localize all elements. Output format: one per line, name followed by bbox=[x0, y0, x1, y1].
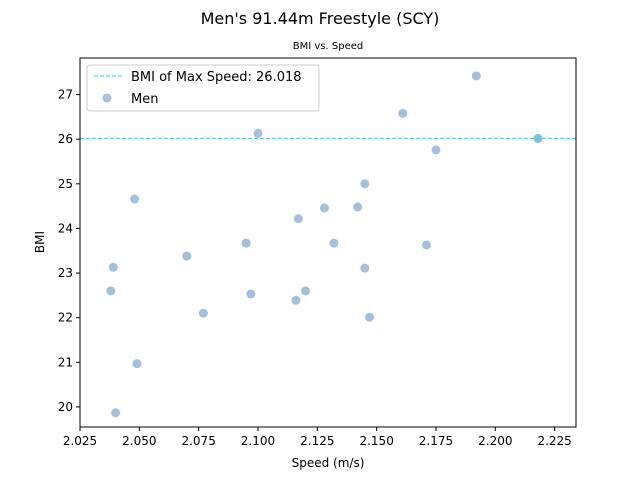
plot-frame bbox=[79, 57, 577, 428]
x-tick-label: 2.100 bbox=[241, 434, 275, 448]
data-point bbox=[365, 312, 375, 322]
data-point bbox=[291, 295, 301, 305]
data-point bbox=[319, 203, 329, 213]
y-tick-label: 21 bbox=[58, 355, 73, 369]
plot-area bbox=[80, 71, 576, 418]
legend-box bbox=[86, 64, 320, 112]
chart-title: Men's 91.44m Freestyle (SCY) bbox=[201, 9, 440, 28]
y-tick-label: 22 bbox=[58, 311, 73, 325]
legend-men-label: Men bbox=[131, 92, 158, 107]
data-point bbox=[471, 71, 481, 81]
legend: BMI of Max Speed: 26.018 Men bbox=[86, 64, 320, 112]
y-tick-label: 26 bbox=[58, 132, 73, 146]
data-point bbox=[329, 238, 339, 248]
data-point bbox=[132, 359, 142, 369]
y-tick-label: 27 bbox=[58, 88, 73, 102]
legend-men-marker bbox=[102, 93, 112, 103]
data-point bbox=[111, 408, 121, 418]
legend-reference-line-label: BMI of Max Speed: 26.018 bbox=[131, 70, 302, 85]
x-axis: 2.025 2.050 2.075 2.100 2.125 2.150 2.175 2.200… bbox=[63, 427, 572, 448]
data-point bbox=[106, 286, 116, 296]
data-point bbox=[360, 179, 370, 189]
data-point bbox=[293, 214, 303, 224]
data-point bbox=[353, 202, 363, 212]
x-tick-label: 2.025 bbox=[63, 434, 97, 448]
y-tick-label: 20 bbox=[58, 400, 73, 414]
data-point bbox=[182, 251, 192, 261]
y-tick-label: 24 bbox=[58, 221, 73, 235]
y-axis: 20 21 22 23 24 25 26 27 bbox=[58, 88, 80, 414]
x-tick-label: 2.225 bbox=[537, 434, 571, 448]
x-tick-label: 2.075 bbox=[181, 434, 215, 448]
data-point-max-speed bbox=[533, 133, 543, 143]
data-point bbox=[241, 238, 251, 248]
x-tick-label: 2.175 bbox=[419, 434, 453, 448]
data-point bbox=[198, 308, 208, 318]
x-tick-label: 2.150 bbox=[359, 434, 393, 448]
chart-subtitle: BMI vs. Speed bbox=[293, 41, 363, 52]
y-tick-label: 23 bbox=[58, 266, 73, 280]
data-point bbox=[431, 145, 441, 155]
x-tick-label: 2.125 bbox=[300, 434, 334, 448]
data-point bbox=[246, 289, 256, 299]
data-point bbox=[130, 194, 140, 204]
y-tick-label: 25 bbox=[58, 177, 73, 191]
y-axis-label: BMI bbox=[33, 231, 47, 253]
data-point bbox=[398, 108, 408, 118]
data-point bbox=[108, 262, 118, 272]
x-axis-label: Speed (m/s) bbox=[292, 456, 365, 470]
x-tick-label: 2.050 bbox=[122, 434, 156, 448]
data-point bbox=[253, 128, 263, 138]
data-point bbox=[360, 263, 370, 273]
x-tick-label: 2.200 bbox=[478, 434, 512, 448]
data-point bbox=[421, 240, 431, 250]
data-point bbox=[300, 286, 310, 296]
